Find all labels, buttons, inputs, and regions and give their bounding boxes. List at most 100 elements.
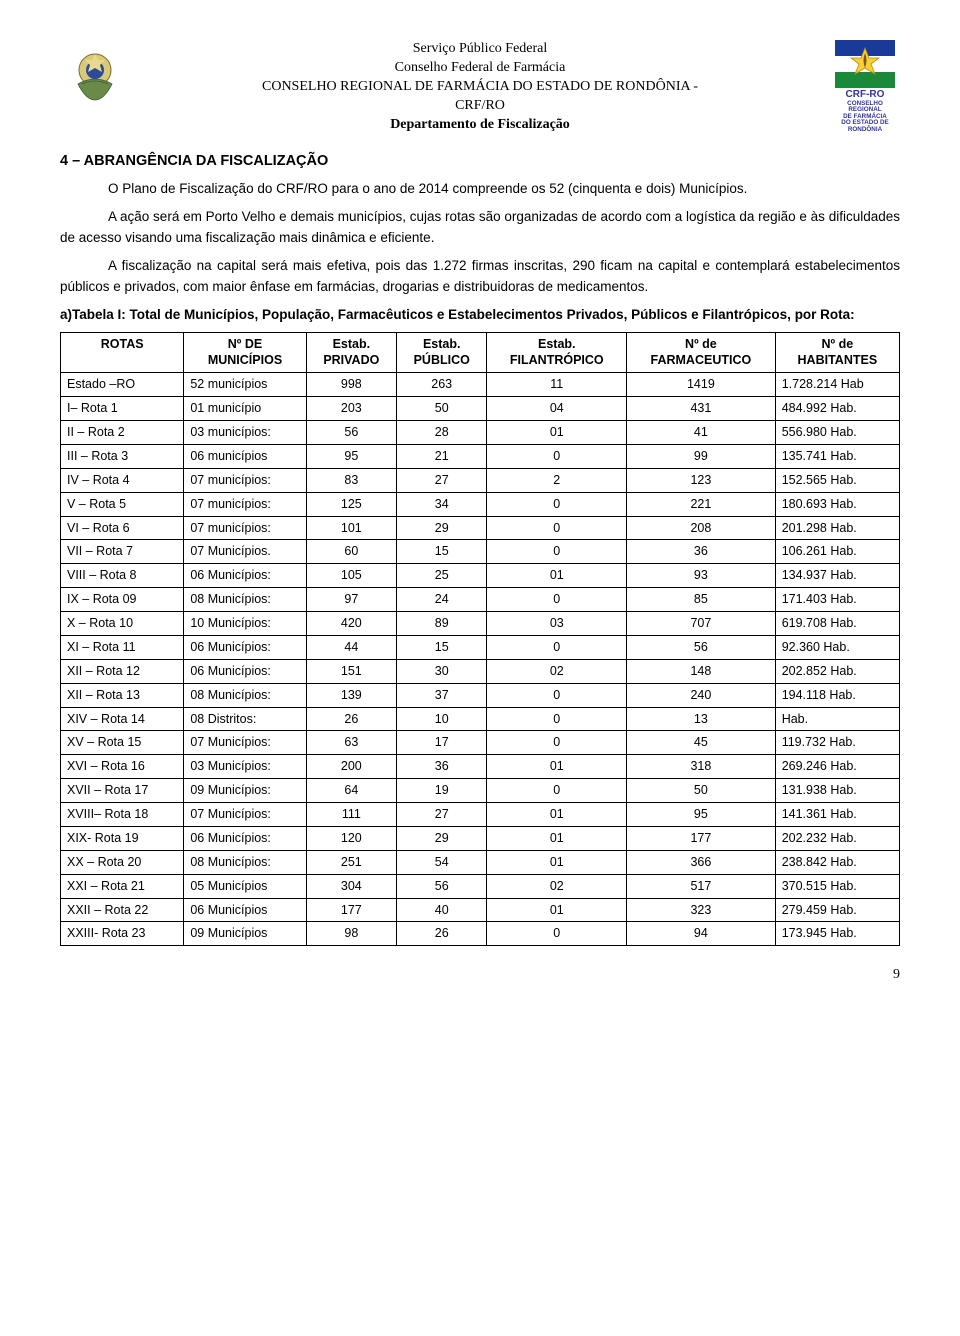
table-cell: 98 <box>306 922 396 946</box>
table-cell: 27 <box>396 468 487 492</box>
table-cell: 240 <box>627 683 776 707</box>
table-cell: 2 <box>487 468 627 492</box>
table-row: VI – Rota 607 municípios:101290208201.29… <box>61 516 900 540</box>
rota-table: ROTASNº DEMUNICÍPIOSEstab.PRIVADOEstab.P… <box>60 332 900 947</box>
table-cell: 01 <box>487 898 627 922</box>
table-cell: 141.361 Hab. <box>775 803 899 827</box>
table-cell: 25 <box>396 564 487 588</box>
table-cell: 50 <box>396 397 487 421</box>
table-row: XII – Rota 1308 Municípios:139370240194.… <box>61 683 900 707</box>
table-cell: Estado –RO <box>61 373 184 397</box>
table-cell: 0 <box>487 492 627 516</box>
table-cell: 92.360 Hab. <box>775 635 899 659</box>
table-cell: V – Rota 5 <box>61 492 184 516</box>
table-cell: 50 <box>627 779 776 803</box>
table-cell: 07 Municípios: <box>184 803 306 827</box>
table-cell: 0 <box>487 540 627 564</box>
table-cell: 200 <box>306 755 396 779</box>
table-row: XVI – Rota 1603 Municípios:2003601318269… <box>61 755 900 779</box>
paragraph-2: A ação será em Porto Velho e demais muni… <box>60 206 900 249</box>
table-cell: 0 <box>487 707 627 731</box>
table-cell: XIV – Rota 14 <box>61 707 184 731</box>
table-cell: 37 <box>396 683 487 707</box>
table-cell: 0 <box>487 731 627 755</box>
table-cell: 152.565 Hab. <box>775 468 899 492</box>
table-cell: 208 <box>627 516 776 540</box>
table-cell: 26 <box>396 922 487 946</box>
table-cell: 44 <box>306 635 396 659</box>
table-cell: 56 <box>396 874 487 898</box>
table-cell: 171.403 Hab. <box>775 588 899 612</box>
table-cell: 17 <box>396 731 487 755</box>
table-row: XV – Rota 1507 Municípios:6317045119.732… <box>61 731 900 755</box>
table-cell: XX – Rota 20 <box>61 850 184 874</box>
table-cell: 01 <box>487 421 627 445</box>
table-cell: 131.938 Hab. <box>775 779 899 803</box>
table-row: XVII – Rota 1709 Municípios:6419050131.9… <box>61 779 900 803</box>
table-cell: 07 municípios: <box>184 492 306 516</box>
table-cell: XV – Rota 15 <box>61 731 184 755</box>
table-cell: 998 <box>306 373 396 397</box>
table-cell: 279.459 Hab. <box>775 898 899 922</box>
table-cell: 105 <box>306 564 396 588</box>
table-cell: II – Rota 2 <box>61 421 184 445</box>
table-cell: 05 Municípios <box>184 874 306 898</box>
header-line-4: CRF/RO <box>60 97 900 116</box>
table-cell: 221 <box>627 492 776 516</box>
table-cell: 52 municípios <box>184 373 306 397</box>
table-cell: 10 Municípios: <box>184 612 306 636</box>
table-cell: 202.232 Hab. <box>775 826 899 850</box>
table-cell: 15 <box>396 540 487 564</box>
table-row: X – Rota 1010 Municípios:4208903707619.7… <box>61 612 900 636</box>
table-row: V – Rota 507 municípios:125340221180.693… <box>61 492 900 516</box>
table-cell: XVI – Rota 16 <box>61 755 184 779</box>
table-cell: 08 Municípios: <box>184 588 306 612</box>
table-column-header: Nº DEMUNICÍPIOS <box>184 332 306 373</box>
table-cell: XII – Rota 13 <box>61 683 184 707</box>
table-cell: Hab. <box>775 707 899 731</box>
table-cell: 09 Municípios <box>184 922 306 946</box>
table-cell: 21 <box>396 444 487 468</box>
table-cell: 13 <box>627 707 776 731</box>
table-cell: 125 <box>306 492 396 516</box>
table-row: XXIII- Rota 2309 Municípios9826094173.94… <box>61 922 900 946</box>
table-cell: 01 <box>487 755 627 779</box>
page-number: 9 <box>60 966 900 985</box>
table-row: Estado –RO52 municípios9982631114191.728… <box>61 373 900 397</box>
table-cell: 04 <box>487 397 627 421</box>
table-cell: 318 <box>627 755 776 779</box>
header-line-3: CONSELHO REGIONAL DE FARMÁCIA DO ESTADO … <box>60 78 900 97</box>
table-cell: 556.980 Hab. <box>775 421 899 445</box>
table-cell: 15 <box>396 635 487 659</box>
table-cell: 29 <box>396 516 487 540</box>
table-cell: 02 <box>487 659 627 683</box>
table-cell: 08 Distritos: <box>184 707 306 731</box>
table-cell: 151 <box>306 659 396 683</box>
table-cell: 41 <box>627 421 776 445</box>
table-cell: VIII – Rota 8 <box>61 564 184 588</box>
table-cell: 03 municípios: <box>184 421 306 445</box>
table-cell: 10 <box>396 707 487 731</box>
logo-caption: CRF-RO CONSELHO REGIONAL DE FARMÁCIA DO … <box>830 90 900 134</box>
table-cell: 06 Municípios: <box>184 659 306 683</box>
table-row: III – Rota 306 municípios9521099135.741 … <box>61 444 900 468</box>
table-row: XXI – Rota 2105 Municípios3045602517370.… <box>61 874 900 898</box>
table-cell: 99 <box>627 444 776 468</box>
table-cell: 119.732 Hab. <box>775 731 899 755</box>
table-cell: 08 Municípios: <box>184 683 306 707</box>
table-cell: 40 <box>396 898 487 922</box>
table-cell: 01 município <box>184 397 306 421</box>
table-cell: 238.842 Hab. <box>775 850 899 874</box>
table-cell: 134.937 Hab. <box>775 564 899 588</box>
table-cell: 177 <box>306 898 396 922</box>
table-cell: 07 municípios: <box>184 516 306 540</box>
table-cell: 08 Municípios: <box>184 850 306 874</box>
table-cell: 07 municípios: <box>184 468 306 492</box>
table-cell: 0 <box>487 444 627 468</box>
table-cell: X – Rota 10 <box>61 612 184 636</box>
table-cell: 106.261 Hab. <box>775 540 899 564</box>
table-cell: 27 <box>396 803 487 827</box>
table-cell: 431 <box>627 397 776 421</box>
table-cell: 370.515 Hab. <box>775 874 899 898</box>
header-line-1: Serviço Público Federal <box>60 40 900 59</box>
